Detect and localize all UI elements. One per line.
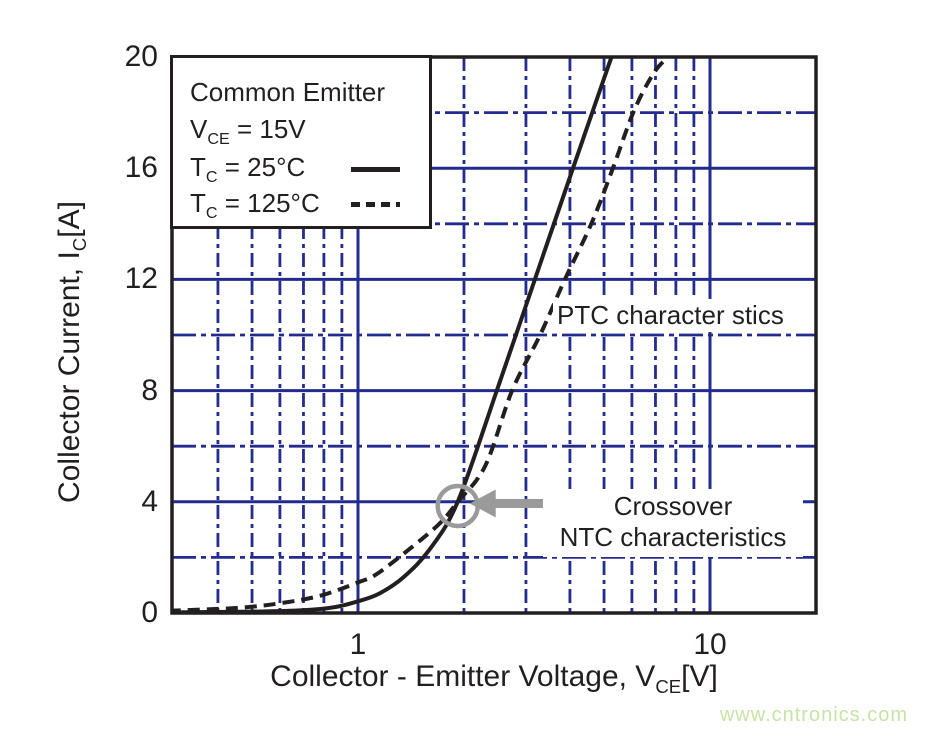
crossover-annotation-line2: NTC characteristics: [559, 522, 787, 552]
x-axis-title: Collector - Emitter Voltage, VCE[V]: [270, 660, 718, 697]
legend-vce-condition: VCE = 15V: [190, 114, 306, 149]
watermark-text: www.cntronics.com: [719, 704, 908, 726]
curve-tc-25c: [172, 57, 614, 613]
crossover-arrow-shaft: [490, 498, 578, 508]
y-tick-label: 16: [124, 151, 158, 185]
legend-entry-25c: TC = 25°C: [190, 152, 306, 187]
legend-solid-line-sample: [351, 167, 400, 172]
legend-dashed-line-sample: [351, 202, 400, 207]
x-tick-label: 1: [349, 628, 367, 661]
y-axis-title: Collector Current, IC[A]: [53, 201, 90, 503]
curve-tc-125c: [172, 57, 670, 613]
legend-box: Common Emitter VCE = 15V TC = 25°C TC = …: [170, 55, 432, 229]
y-tick-label: 4: [141, 484, 158, 518]
y-tick-label: 8: [141, 373, 158, 407]
ptc-characteristics-annotation: PTC character stics: [553, 299, 788, 332]
y-tick-label: 12: [124, 262, 158, 296]
x-tick-label: 10: [693, 628, 727, 661]
y-tick-label: 20: [124, 40, 158, 73]
crossover-annotation-line1: Crossover: [613, 491, 733, 521]
crossover-arrow-icon: [469, 489, 496, 518]
crossover-annotation: Crossover NTC characteristics: [543, 489, 803, 557]
legend-entry-125c: TC = 125°C: [190, 188, 320, 223]
plot-frame: [170, 55, 818, 615]
y-tick-label: 0: [141, 596, 158, 629]
legend-title: Common Emitter: [190, 77, 386, 107]
